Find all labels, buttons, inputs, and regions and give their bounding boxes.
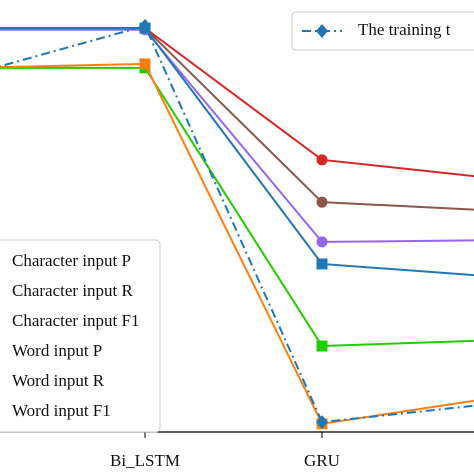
legend-label: Word input F1	[12, 401, 111, 420]
series-line	[0, 27, 474, 277]
legend-label: Word input P	[12, 341, 102, 360]
legend-box	[0, 239, 161, 433]
x-tick-label: Bi_LSTM	[110, 451, 180, 470]
legend-marker	[316, 24, 328, 38]
series-line	[0, 62, 474, 425]
point	[139, 58, 151, 70]
series-line	[0, 27, 474, 178]
point	[316, 236, 328, 248]
point	[316, 415, 328, 430]
point	[139, 18, 151, 33]
legend-label: The training t	[358, 20, 451, 39]
point	[316, 340, 328, 352]
legend: Character input P Character input R Charac…	[12, 20, 451, 420]
series-line	[0, 27, 474, 211]
series-line	[0, 66, 474, 348]
plot-area: Bi_LSTM GRU	[0, 18, 474, 470]
point	[316, 196, 328, 208]
legend-label: Character input R	[12, 281, 134, 300]
series-line	[0, 28, 474, 243]
legend-box	[291, 11, 474, 51]
x-tick-label: GRU	[304, 451, 340, 470]
legend-label: Character input F1	[12, 311, 139, 330]
point	[316, 154, 328, 166]
legend-label: Character input P	[12, 251, 131, 270]
legend-label: Word input R	[12, 371, 105, 390]
point	[316, 258, 328, 270]
series-line	[0, 24, 474, 424]
